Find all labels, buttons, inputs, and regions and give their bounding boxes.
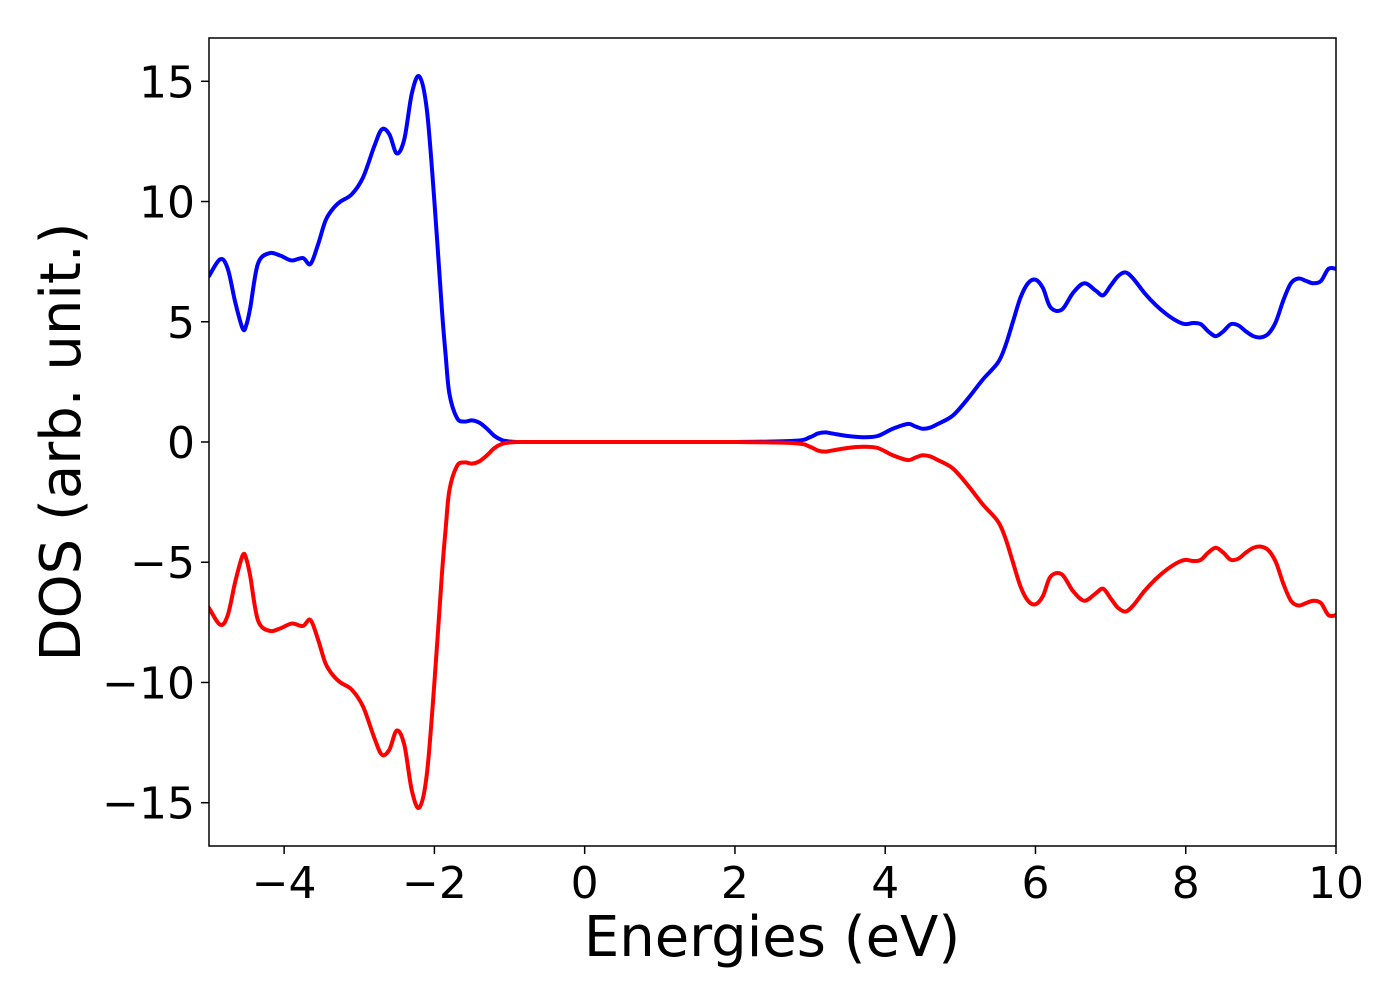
x-axis-label: Energies (eV): [584, 905, 960, 970]
x-tick-label: −4: [252, 858, 317, 909]
x-tick-label: 10: [1308, 858, 1364, 909]
series-layer: [209, 73, 1336, 811]
y-tick-label: −10: [102, 658, 195, 709]
y-tick-label: 0: [167, 418, 195, 469]
y-axis-label: DOS (arb. unit.): [29, 222, 94, 661]
x-axis-ticks: −4 −2 0 2 4 6 8 10: [252, 846, 1364, 909]
y-tick-label: 5: [167, 298, 195, 349]
x-tick-label: 2: [721, 858, 749, 909]
y-tick-label: −5: [130, 538, 195, 589]
x-tick-label: 4: [871, 858, 899, 909]
y-axis-ticks: 15 10 5 0 −5 −10 −15: [102, 57, 209, 830]
y-tick-label: 15: [139, 57, 195, 108]
series-line-0: [209, 73, 1336, 445]
x-tick-label: 8: [1172, 858, 1200, 909]
x-tick-label: 0: [571, 858, 599, 909]
y-tick-label: −15: [102, 779, 195, 830]
x-tick-label: −2: [402, 858, 467, 909]
y-tick-label: 10: [139, 178, 195, 229]
x-tick-label: 6: [1021, 858, 1049, 909]
series-line-1: [209, 439, 1336, 811]
